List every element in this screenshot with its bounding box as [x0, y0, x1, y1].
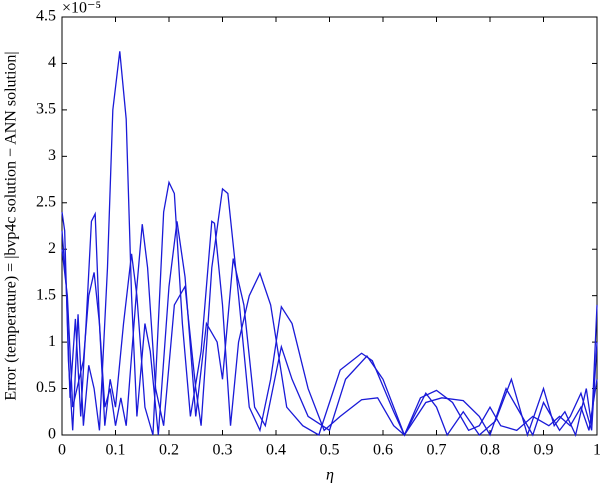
x-tick-label: 0	[58, 442, 66, 459]
y-tick-label: 2	[48, 240, 56, 257]
x-tick-label: 0.6	[373, 442, 393, 459]
y-tick-label: 1.5	[36, 286, 56, 303]
data-line	[61, 180, 598, 437]
x-tick-label: 0.7	[427, 442, 447, 459]
x-tick-label: 0.5	[320, 442, 340, 459]
x-tick-label: 1	[593, 442, 600, 459]
y-scale-label: ×10⁻⁵	[62, 0, 101, 17]
x-axis-label: η	[326, 467, 334, 484]
x-tick-label: 0.3	[213, 442, 233, 459]
data-line	[61, 51, 598, 438]
y-tick-label: 0	[48, 426, 56, 443]
x-tick-label: 0.9	[534, 442, 554, 459]
y-tick-label: 0.5	[36, 379, 56, 396]
x-tick-label: 0.8	[480, 442, 500, 459]
y-tick-label: 1	[48, 333, 56, 350]
data-line	[61, 187, 598, 437]
y-tick-label: 4	[48, 54, 56, 71]
x-tick-label: 0.1	[106, 442, 126, 459]
y-tick-label: 3.5	[36, 101, 56, 118]
x-tick-label: 0.2	[159, 442, 179, 459]
y-axis-label: Error (temperature) = |bvp4c solution − …	[3, 51, 20, 400]
y-tick-label: 4.5	[36, 8, 56, 25]
y-tick-label: 3	[48, 147, 56, 164]
y-tick-label: 2.5	[36, 193, 56, 210]
x-tick-label: 0.4	[266, 442, 286, 459]
